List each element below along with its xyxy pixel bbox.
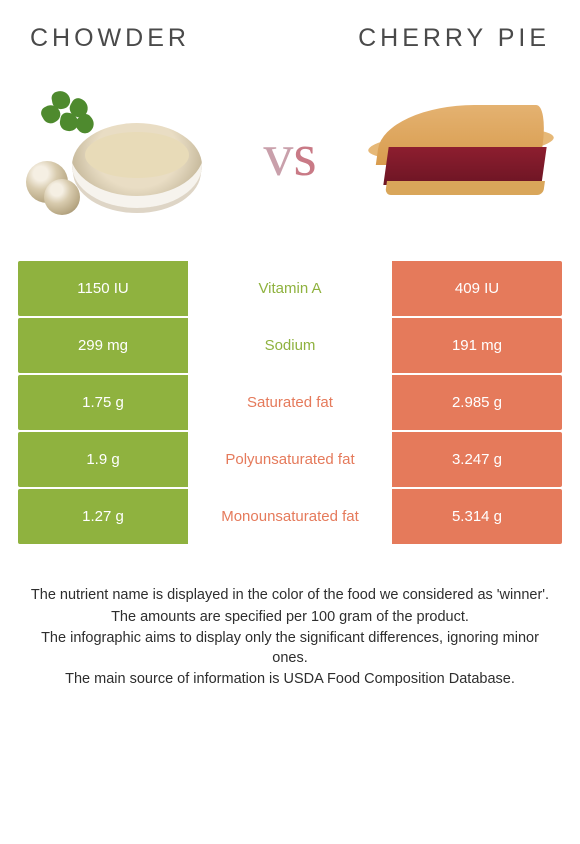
right-value: 3.247 g — [392, 432, 562, 487]
footer-notes: The nutrient name is displayed in the co… — [18, 586, 562, 690]
nutrient-row: 1.27 gMonounsaturated fat5.314 g — [18, 489, 562, 544]
food-titles: CHOWDER CHERRY PIE — [18, 24, 562, 65]
nutrient-label: Sodium — [188, 318, 392, 373]
left-food-title: CHOWDER — [30, 24, 190, 53]
nutrient-label: Monounsaturated fat — [188, 489, 392, 544]
nutrient-label: Polyunsaturated fat — [188, 432, 392, 487]
left-value: 1.75 g — [18, 375, 188, 430]
nutrient-table: 1150 IUVitamin A409 IU299 mgSodium191 mg… — [18, 261, 562, 544]
left-value: 1.27 g — [18, 489, 188, 544]
footer-line: The amounts are specified per 100 gram o… — [22, 608, 558, 628]
right-value: 409 IU — [392, 261, 562, 316]
right-food-title: CHERRY PIE — [358, 24, 550, 53]
nutrient-label: Saturated fat — [188, 375, 392, 430]
nutrient-row: 1.9 gPolyunsaturated fat3.247 g — [18, 432, 562, 487]
cherry-pie-image — [358, 85, 558, 225]
nutrient-row: 1.75 gSaturated fat2.985 g — [18, 375, 562, 430]
right-value: 5.314 g — [392, 489, 562, 544]
nutrient-label: Vitamin A — [188, 261, 392, 316]
images-row: vs — [18, 65, 562, 253]
nutrient-row: 1150 IUVitamin A409 IU — [18, 261, 562, 316]
vs-label: vs — [263, 121, 316, 190]
right-value: 2.985 g — [392, 375, 562, 430]
right-value: 191 mg — [392, 318, 562, 373]
left-value: 1.9 g — [18, 432, 188, 487]
left-value: 1150 IU — [18, 261, 188, 316]
nutrient-row: 299 mgSodium191 mg — [18, 318, 562, 373]
chowder-image — [22, 85, 222, 225]
infographic: CHOWDER CHERRY PIE vs 1150 IUVitamin A40… — [0, 0, 580, 712]
footer-line: The nutrient name is displayed in the co… — [22, 586, 558, 606]
footer-line: The main source of information is USDA F… — [22, 670, 558, 690]
left-value: 299 mg — [18, 318, 188, 373]
footer-line: The infographic aims to display only the… — [22, 629, 558, 668]
